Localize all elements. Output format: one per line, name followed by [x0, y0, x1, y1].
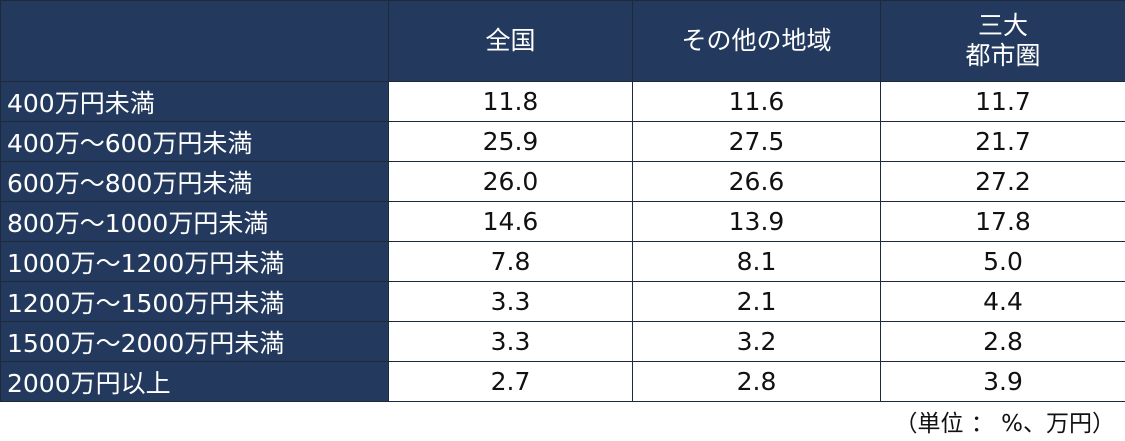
table-row: 400万～600万円未満 25.9 27.5 21.7 — [0, 121, 1125, 162]
table-cell: 11.6 — [632, 81, 881, 122]
table-cell: 26.0 — [388, 161, 633, 202]
table-cell: 17.8 — [880, 201, 1125, 242]
table-cell: 21.7 — [880, 121, 1125, 162]
column-header: その他の地域 — [632, 0, 881, 82]
row-label: 600万～800万円未満 — [0, 161, 389, 202]
table-cell: 13.9 — [632, 201, 881, 242]
table-cell: 7.8 — [388, 241, 633, 282]
table-cell: 3.9 — [880, 361, 1125, 402]
table-row: 2000万円以上 2.7 2.8 3.9 — [0, 361, 1125, 402]
table-cell: 8.1 — [632, 241, 881, 282]
table-cell: 25.9 — [388, 121, 633, 162]
column-header: 全国 — [388, 0, 633, 82]
table-row: 1000万～1200万円未満 7.8 8.1 5.0 — [0, 241, 1125, 282]
row-label: 2000万円以上 — [0, 361, 389, 402]
table-cell: 14.6 — [388, 201, 633, 242]
row-label: 1000万～1200万円未満 — [0, 241, 389, 282]
row-label: 800万～1000万円未満 — [0, 201, 389, 242]
table-cell: 11.7 — [880, 81, 1125, 122]
table-cell: 5.0 — [880, 241, 1125, 282]
row-label: 1200万～1500万円未満 — [0, 281, 389, 322]
column-header: 三大 都市圏 — [880, 0, 1125, 82]
table-header: 全国 その他の地域 三大 都市圏 — [0, 0, 1125, 82]
table-cell: 27.5 — [632, 121, 881, 162]
table-cell: 11.8 — [388, 81, 633, 122]
table-cell: 26.6 — [632, 161, 881, 202]
row-label: 1500万～2000万円未満 — [0, 321, 389, 362]
data-table: 全国 その他の地域 三大 都市圏 400万円未満 11.8 11.6 11.7 400万～6… — [0, 0, 1125, 402]
table-row: 1500万～2000万円未満 3.3 3.2 2.8 — [0, 321, 1125, 362]
table-cell: 2.8 — [632, 361, 881, 402]
header-row: 全国 その他の地域 三大 都市圏 — [0, 0, 1125, 82]
table-cell: 3.3 — [388, 321, 633, 362]
table-cell: 3.3 — [388, 281, 633, 322]
row-label: 400万円未満 — [0, 81, 389, 122]
table-cell: 3.2 — [632, 321, 881, 362]
unit-note: （単位 ： %、万円） — [894, 411, 1115, 437]
table-cell: 2.1 — [632, 281, 881, 322]
table-cell: 2.7 — [388, 361, 633, 402]
corner-cell — [0, 0, 389, 82]
table-row: 600万～800万円未満 26.0 26.6 27.2 — [0, 161, 1125, 202]
table-cell: 27.2 — [880, 161, 1125, 202]
table-row: 1200万～1500万円未満 3.3 2.1 4.4 — [0, 281, 1125, 322]
table-body: 400万円未満 11.8 11.6 11.7 400万～600万円未満 25.9 27.5 2… — [0, 81, 1125, 402]
table-row: 800万～1000万円未満 14.6 13.9 17.8 — [0, 201, 1125, 242]
row-label: 400万～600万円未満 — [0, 121, 389, 162]
table-cell: 4.4 — [880, 281, 1125, 322]
table-row: 400万円未満 11.8 11.6 11.7 — [0, 81, 1125, 122]
table-cell: 2.8 — [880, 321, 1125, 362]
